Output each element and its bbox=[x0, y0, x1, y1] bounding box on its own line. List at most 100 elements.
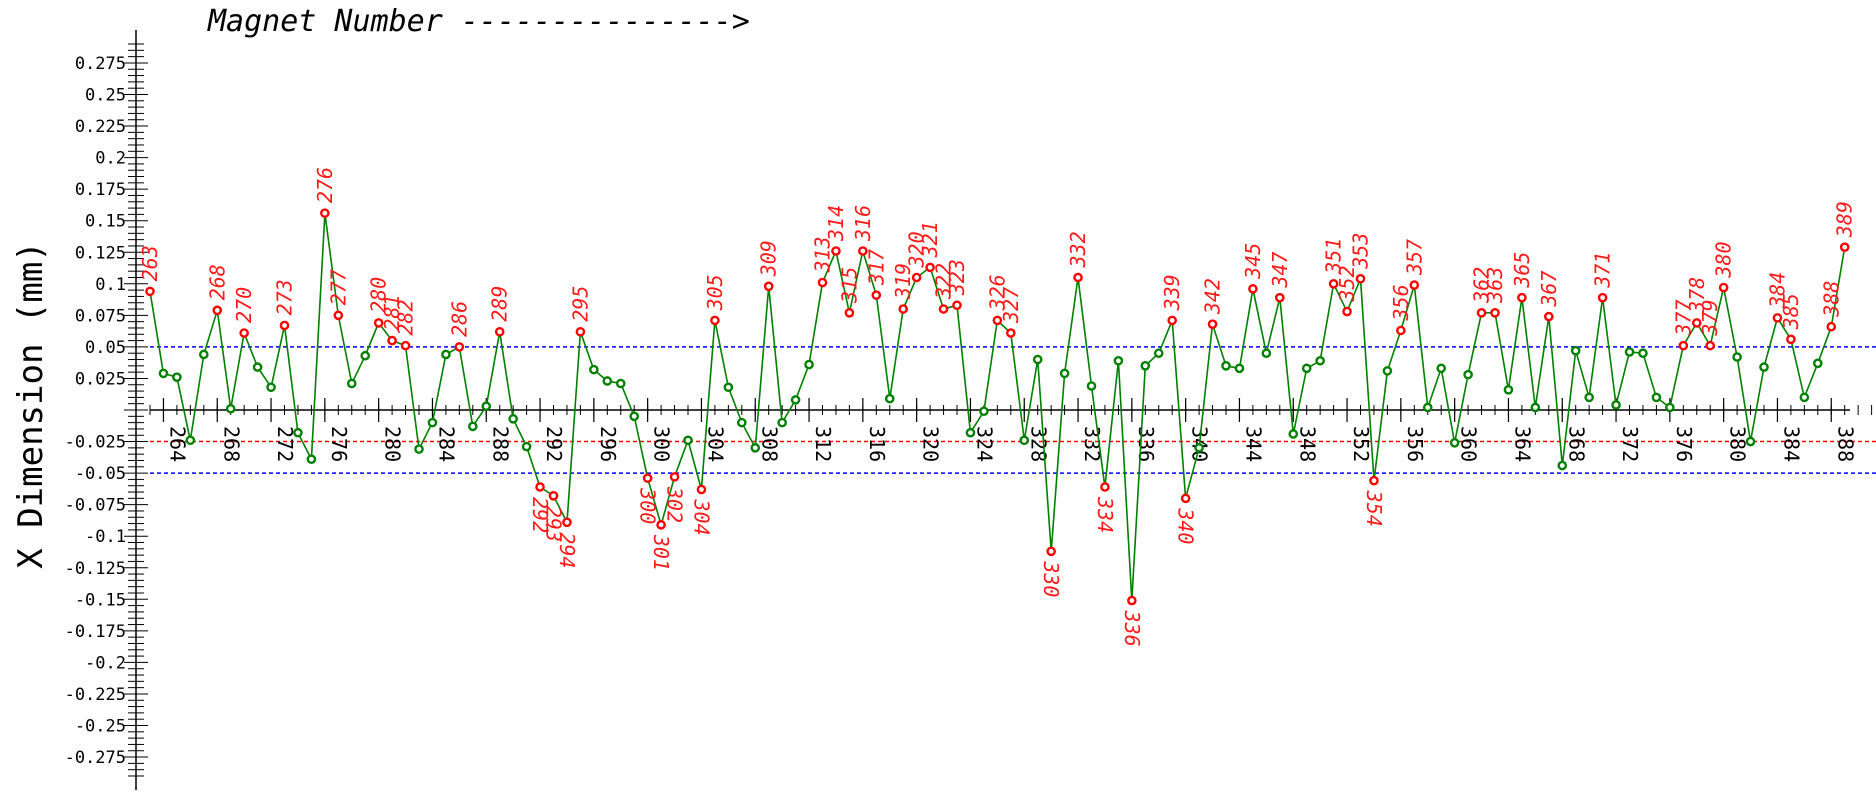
x-tick-label: 296 bbox=[596, 426, 620, 462]
data-point bbox=[1638, 348, 1648, 359]
data-point bbox=[185, 435, 196, 446]
x-tick-label: 268 bbox=[219, 426, 243, 462]
point-label: 280 bbox=[367, 277, 391, 313]
flagged-point bbox=[562, 517, 572, 528]
data-point bbox=[1019, 435, 1030, 446]
y-tick-label: 0.15 bbox=[85, 212, 126, 232]
point-label: 295 bbox=[568, 286, 592, 322]
data-point bbox=[804, 359, 814, 370]
data-point bbox=[481, 401, 492, 412]
data-point bbox=[979, 406, 989, 417]
flagged-point bbox=[952, 300, 962, 311]
point-label: 363 bbox=[1483, 267, 1507, 304]
point-label: 317 bbox=[864, 249, 888, 286]
flagged-point bbox=[938, 304, 949, 314]
y-tick-label: 0.175 bbox=[75, 180, 126, 200]
chart-title: Magnet Number ---------------> bbox=[207, 4, 750, 39]
data-point bbox=[629, 411, 640, 422]
x-tick-label: 376 bbox=[1672, 426, 1696, 462]
data-point bbox=[467, 421, 478, 432]
flagged-point bbox=[1369, 475, 1379, 486]
x-tick-label: 292 bbox=[542, 426, 566, 462]
flagged-point bbox=[1342, 306, 1352, 317]
data-point bbox=[508, 414, 518, 424]
data-point bbox=[1422, 402, 1433, 413]
data-point bbox=[1234, 363, 1245, 374]
point-label: 322 bbox=[932, 263, 956, 300]
flagged-point bbox=[1006, 328, 1016, 338]
flagged-point bbox=[454, 342, 465, 352]
data-point bbox=[1301, 363, 1312, 374]
y-tick-label: 0.1 bbox=[95, 275, 126, 295]
point-label: 281 bbox=[380, 294, 404, 330]
data-point bbox=[1799, 392, 1810, 403]
data-point bbox=[1503, 385, 1514, 395]
x-tick-label: 308 bbox=[757, 426, 781, 462]
data-point bbox=[346, 378, 357, 389]
data-point bbox=[266, 382, 276, 393]
y-tick-label: 0.225 bbox=[75, 117, 126, 137]
point-label: 304 bbox=[689, 499, 713, 536]
data-point bbox=[777, 417, 787, 428]
y-tick-label: 0.275 bbox=[75, 54, 126, 74]
y-tick-label: -0.25 bbox=[75, 717, 126, 737]
flagged-point bbox=[710, 315, 720, 326]
point-label: 352 bbox=[1335, 265, 1359, 302]
flagged-point bbox=[145, 286, 155, 297]
flagged-point bbox=[1476, 308, 1487, 318]
point-label: 380 bbox=[1712, 241, 1736, 278]
x-tick-label: 264 bbox=[165, 426, 189, 462]
y-tick-label: -0.025 bbox=[65, 433, 126, 453]
flagged-point bbox=[239, 328, 249, 338]
flagged-point bbox=[1544, 311, 1554, 322]
point-label: 378 bbox=[1685, 277, 1709, 314]
flagged-point bbox=[1100, 482, 1110, 492]
flagged-point bbox=[494, 326, 505, 337]
x-tick-label: 280 bbox=[381, 426, 405, 462]
point-label: 354 bbox=[1362, 490, 1386, 527]
data-point bbox=[737, 417, 747, 428]
point-label: 315 bbox=[837, 267, 861, 304]
data-point bbox=[1651, 392, 1662, 403]
data-point bbox=[1153, 348, 1164, 359]
data-point bbox=[441, 349, 451, 360]
flagged-point bbox=[831, 246, 841, 256]
point-label: 357 bbox=[1402, 239, 1426, 276]
point-label: 313 bbox=[811, 236, 835, 273]
point-label: 371 bbox=[1591, 252, 1615, 289]
flagged-point bbox=[871, 290, 882, 300]
flagged-point bbox=[1839, 242, 1850, 253]
data-point bbox=[884, 393, 895, 404]
y-tick-label: -0.1 bbox=[85, 527, 126, 547]
point-label: 353 bbox=[1349, 233, 1373, 270]
x-tick-label: 316 bbox=[865, 426, 889, 462]
point-label: 326 bbox=[985, 274, 1009, 311]
flagged-point bbox=[763, 281, 774, 292]
flagged-point bbox=[696, 484, 707, 495]
x-tick-label: 288 bbox=[488, 426, 512, 462]
flagged-point bbox=[669, 472, 680, 482]
flagged-point bbox=[320, 208, 330, 218]
data-point bbox=[750, 443, 761, 453]
x-tick-label: 360 bbox=[1457, 426, 1481, 462]
data-point bbox=[198, 349, 209, 360]
y-tick-label: 0.025 bbox=[75, 369, 126, 389]
flagged-point bbox=[844, 308, 855, 318]
data-point bbox=[965, 427, 976, 438]
x-tick-label: 300 bbox=[650, 426, 674, 462]
point-label: 332 bbox=[1066, 231, 1090, 268]
x-tick-label: 388 bbox=[1833, 426, 1857, 462]
data-point bbox=[1032, 354, 1043, 365]
point-label: 340 bbox=[1174, 507, 1198, 544]
x-tick-label: 372 bbox=[1618, 426, 1642, 462]
flagged-point bbox=[1248, 284, 1258, 294]
flagged-point bbox=[373, 318, 384, 328]
flagged-point bbox=[1409, 280, 1420, 290]
point-label: 342 bbox=[1201, 278, 1225, 315]
flagged-point bbox=[400, 340, 411, 351]
y-tick-label: -0.075 bbox=[65, 496, 126, 516]
flagged-point bbox=[1180, 493, 1191, 504]
point-label: 347 bbox=[1268, 252, 1292, 289]
point-label: 289 bbox=[488, 286, 512, 322]
